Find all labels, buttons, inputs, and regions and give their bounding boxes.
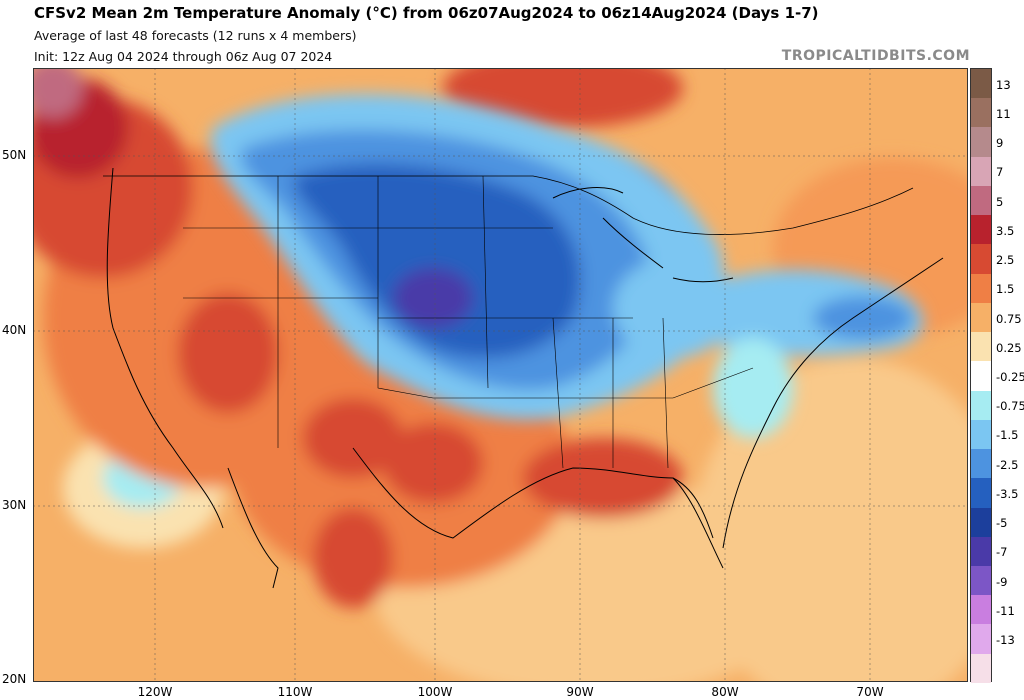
anomaly-nm-hot: [303, 398, 403, 478]
colorbar-bin: [971, 215, 991, 245]
lon-label-90w: 90W: [566, 685, 594, 699]
colorbar-bin: [971, 332, 991, 362]
colorbar-label: 1.5: [996, 282, 1015, 297]
lon-label-70w: 70W: [856, 685, 884, 699]
colorbar-bin: [971, 244, 991, 274]
colorbar-label: -2.5: [996, 457, 1019, 472]
colorbar-bin: [971, 127, 991, 157]
lon-label-120w: 120W: [137, 685, 173, 699]
colorbar: [970, 68, 992, 683]
us-canada-border: [103, 175, 914, 235]
lon-label-110w: 110W: [277, 685, 313, 699]
colorbar-label: -5: [996, 516, 1008, 531]
lat-label-20n: 20N: [2, 672, 27, 686]
anomaly-mexico-hot: [313, 508, 393, 608]
colorbar-bin: [971, 69, 991, 99]
colorbar-label: 7: [996, 165, 1004, 180]
anomaly-map: [33, 68, 968, 682]
gulf-coast: [352, 447, 714, 539]
colorbar-bin: [971, 98, 991, 128]
colorbar-label: 0.25: [996, 340, 1022, 355]
colorbar-bin: [971, 536, 991, 566]
colorbar-label: -0.25: [996, 370, 1024, 384]
west-coast: [106, 167, 224, 529]
anomaly-tx-hot: [383, 423, 483, 503]
chart-title: CFSv2 Mean 2m Temperature Anomaly (°C) f…: [34, 4, 819, 22]
coastlines: [103, 167, 944, 589]
colorbar-label: 5: [996, 194, 1004, 209]
colorbar-label: 9: [996, 136, 1004, 151]
lat-label-50n: 50N: [2, 148, 27, 162]
colorbar-bin: [971, 478, 991, 508]
colorbar-bin: [971, 302, 991, 333]
brand-watermark: TROPICALTIDBITS.COM: [781, 48, 970, 64]
state-borders: [183, 175, 754, 469]
anomaly-gulfcoast-hot: [523, 438, 683, 518]
colorbar-label: -7: [996, 545, 1008, 560]
east-coast: [722, 257, 944, 549]
colorbar-bin: [971, 361, 991, 391]
chart-subtitle: Average of last 48 forecasts (12 runs x …: [34, 28, 357, 43]
init-info: Init: 12z Aug 04 2024 through 06z Aug 07…: [34, 49, 333, 64]
anomaly-alaska-pink: [33, 68, 83, 118]
anomaly-cold-min: [393, 268, 473, 328]
lon-label-80w: 80W: [711, 685, 739, 699]
colorbar-label: -3.5: [996, 486, 1019, 501]
baja-peninsula: [227, 467, 279, 589]
anomaly-va-cool: [713, 338, 793, 438]
colorbar-bin: [971, 449, 991, 479]
colorbar-bin: [971, 653, 991, 683]
colorbar-bin: [971, 419, 991, 450]
colorbar-label: 13: [996, 77, 1011, 92]
colorbar-label: -11: [996, 603, 1015, 618]
lon-label-100w: 100W: [417, 685, 453, 699]
colorbar-label: 11: [996, 106, 1011, 121]
lat-label-40n: 40N: [2, 323, 27, 337]
colorbar-bin: [971, 507, 991, 537]
great-lakes: [552, 187, 734, 283]
florida: [672, 477, 724, 569]
colorbar-bin: [971, 273, 991, 303]
anomaly-cold-core: [293, 163, 581, 358]
anomaly-atlantic-warm: [693, 358, 968, 682]
anomaly-lakes-cool: [613, 258, 733, 358]
graticule: [33, 68, 968, 682]
colorbar-label: -9: [996, 574, 1008, 589]
colorbar-bin: [971, 185, 991, 216]
lat-label-30n: 30N: [2, 498, 27, 512]
colorbar-label: -1.5: [996, 428, 1019, 443]
colorbar-bin: [971, 565, 991, 596]
colorbar-bin: [971, 156, 991, 186]
anomaly-ne-cold-core: [813, 296, 913, 340]
colorbar-label: 2.5: [996, 253, 1015, 268]
colorbar-label: 3.5: [996, 223, 1015, 238]
colorbar-label: 0.75: [996, 311, 1022, 326]
colorbar-bin: [971, 390, 991, 420]
colorbar-bin: [971, 624, 991, 654]
colorbar-label: -13: [996, 633, 1015, 648]
anomaly-greatbasin-hot: [178, 293, 278, 413]
colorbar-bin: [971, 595, 991, 625]
colorbar-label: -0.75: [996, 399, 1024, 414]
